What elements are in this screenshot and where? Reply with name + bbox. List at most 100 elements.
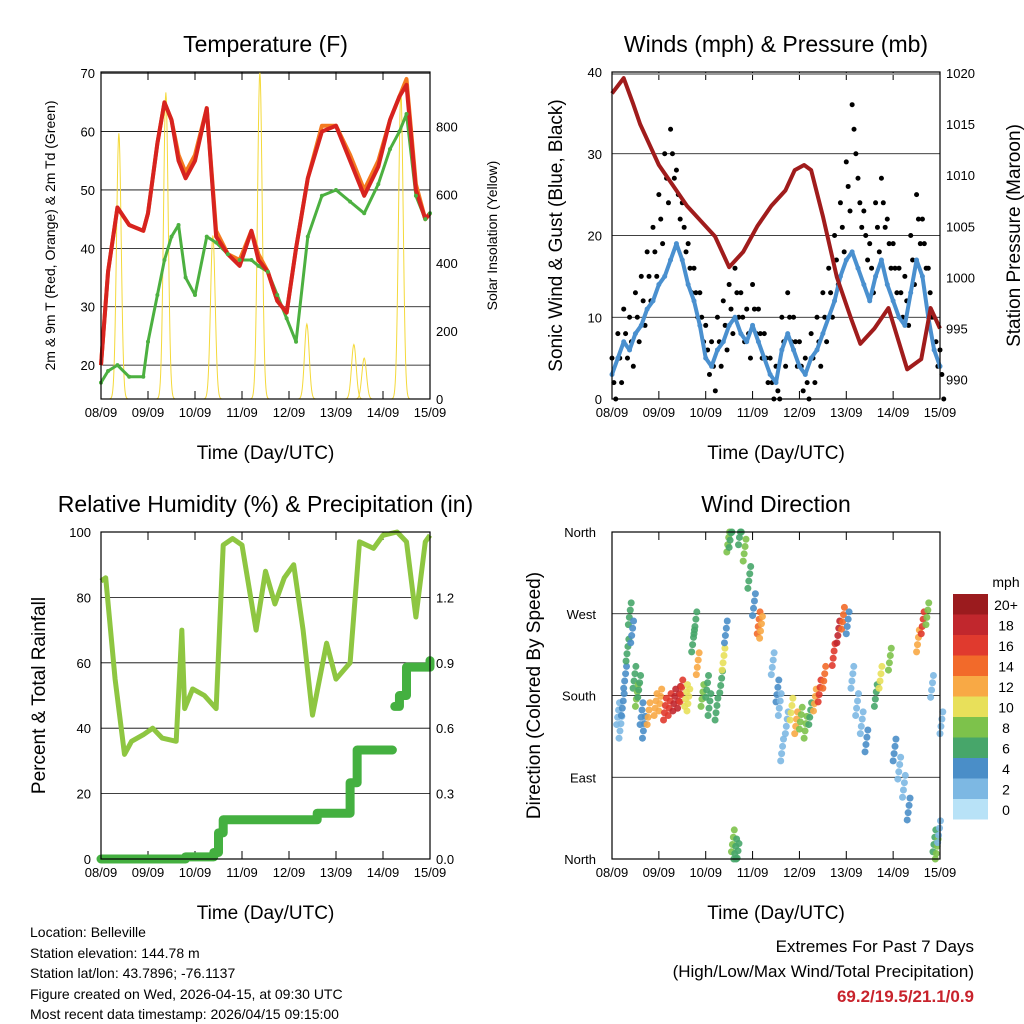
gust-point (750, 282, 756, 288)
x-tick-label: 10/09 (179, 865, 212, 880)
gust-point (867, 241, 873, 247)
chart-title: Winds (mph) & Pressure (mb) (624, 31, 928, 57)
gust-point (914, 192, 920, 198)
gust-point (738, 290, 744, 296)
extremes-title: Extremes For Past 7 Days (775, 937, 974, 956)
x-tick-label: 11/09 (737, 405, 769, 420)
wind-point (732, 314, 738, 320)
legend-swatch (953, 758, 988, 779)
direction-point (814, 698, 822, 706)
direction-point (854, 697, 862, 705)
gust-point (652, 249, 658, 255)
wind-point (755, 339, 761, 345)
direction-point (848, 677, 856, 685)
legend-label: 20+ (994, 597, 1018, 613)
location-text: Location: Belleville (30, 924, 146, 940)
direction-point (719, 659, 727, 667)
direction-point (897, 753, 905, 761)
direction-point (795, 725, 803, 733)
direction-point (718, 674, 726, 682)
direction-point (900, 779, 908, 787)
solar-line (250, 71, 270, 400)
gust-point (744, 306, 750, 312)
direction-point (623, 650, 631, 658)
direction-point (735, 840, 743, 848)
legend-swatch (953, 614, 988, 635)
direction-point (643, 721, 651, 729)
legend-swatch (953, 635, 988, 656)
direction-point (929, 679, 937, 687)
y2-axis-label: Station Pressure (Maroon) (1004, 124, 1024, 347)
direction-point (774, 711, 782, 719)
direction-point (791, 730, 799, 738)
direction-point (626, 606, 634, 614)
y2-tick-label: 800 (436, 120, 458, 135)
dewpoint-point (155, 293, 160, 298)
gust-point (857, 200, 863, 206)
direction-point (750, 604, 758, 612)
gust-point (800, 388, 806, 394)
legend-swatch (953, 696, 988, 717)
direction-point (854, 690, 862, 698)
gust-point (668, 126, 674, 132)
plot-border (611, 531, 941, 860)
direction-point (922, 621, 930, 629)
direction-point (692, 671, 700, 679)
legend-swatch (953, 655, 988, 676)
y2-tick-label: 1005 (946, 219, 975, 234)
direction-point (838, 625, 846, 633)
y-axis-label: Sonic Wind & Gust (Blue, Black) (546, 99, 567, 371)
dewpoint-point (423, 217, 428, 222)
wind-point (914, 257, 920, 263)
direction-point (678, 683, 686, 691)
direction-point (646, 699, 654, 707)
direction-point (939, 708, 947, 716)
wind-point (919, 273, 925, 279)
x-tick-label: 13/09 (320, 865, 353, 880)
direction-point (615, 734, 623, 742)
gust-point (697, 290, 703, 296)
wind-point (703, 355, 709, 361)
y2-tick-label: 1015 (946, 117, 975, 132)
direction-point (833, 639, 841, 647)
direction-point (619, 697, 627, 705)
direction-point (694, 656, 702, 664)
direction-point (618, 704, 626, 712)
direction-point (674, 704, 682, 712)
solar-line (109, 133, 128, 400)
wind-point (843, 257, 849, 263)
gust-point (888, 265, 894, 271)
wind-point (656, 282, 662, 288)
direction-point (720, 652, 728, 660)
wind-point (814, 347, 820, 353)
x-tick-label: 10/09 (179, 405, 212, 420)
direction-point (639, 727, 647, 735)
y-tick-label: 80 (77, 590, 91, 605)
direction-point (797, 711, 805, 719)
dewpoint-point (162, 258, 167, 263)
gust-point (755, 306, 761, 312)
dewpoint-point (183, 275, 188, 280)
chart-title: Wind Direction (701, 491, 851, 517)
legend-swatch (953, 799, 988, 820)
direction-point (856, 730, 864, 738)
wind-point (662, 273, 668, 279)
y-tick-label: 0 (84, 852, 91, 867)
legend-label: 8 (1002, 720, 1010, 736)
direction-point (711, 716, 719, 724)
gust-point (615, 331, 621, 337)
plot-border (100, 71, 431, 400)
direction-point (779, 735, 787, 743)
direction-point (705, 704, 713, 712)
direction-point (740, 550, 748, 558)
gust-point (824, 339, 830, 345)
gust-point (687, 265, 693, 271)
direction-point (751, 590, 759, 598)
direction-point (875, 684, 883, 692)
direction-point (863, 733, 871, 741)
y2-tick-label: 1020 (946, 66, 975, 81)
gust-point (826, 265, 832, 271)
gust-point (898, 290, 904, 296)
gust-point (728, 306, 734, 312)
